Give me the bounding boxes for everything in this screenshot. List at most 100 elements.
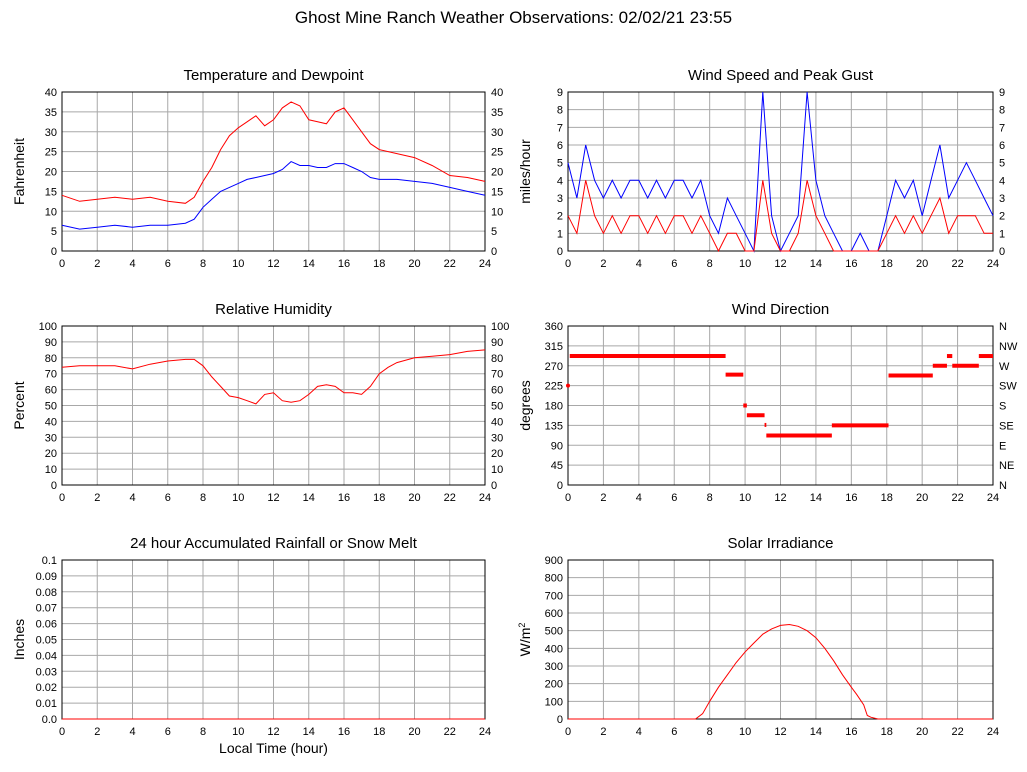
x-tick-label: 20 [916, 492, 928, 504]
y-axis-label: Inches [11, 619, 27, 660]
x-tick-label: 4 [129, 726, 135, 738]
y-tick-label-right: 30 [491, 432, 503, 444]
x-tick-label: 20 [408, 258, 420, 270]
y-tick-label-right: 8 [999, 105, 1005, 117]
series-line-1 [61, 349, 486, 405]
y-tick-label: 0.0 [42, 714, 57, 726]
series-line-1 [61, 101, 486, 204]
y-tick-label: 0.08 [36, 587, 57, 599]
x-tick-label: 22 [951, 492, 963, 504]
y-tick-label-right: 0 [491, 480, 497, 492]
y-tick-label-right: 2 [999, 211, 1005, 223]
series-line-2 [61, 161, 486, 230]
x-tick-label: 6 [671, 726, 677, 738]
x-tick-label: 0 [565, 726, 571, 738]
y-tick-label: 3 [557, 193, 563, 205]
x-tick-label: 2 [94, 492, 100, 504]
y-tick-label-right: 100 [491, 321, 509, 333]
x-tick-label: 22 [951, 726, 963, 738]
x-tick-label: 8 [200, 492, 206, 504]
y-axis-label-sup: 2 [517, 623, 527, 628]
compass-label: E [999, 440, 1006, 452]
y-tick-label: 80 [45, 353, 57, 365]
y-tick-label: 45 [551, 460, 563, 472]
x-tick-label: 18 [373, 492, 385, 504]
y-tick-label: 10 [45, 206, 57, 218]
chart-panel-6: 0 2 4 6 8 10 12 14 16 18 20 22 240100200300400500600… [517, 535, 999, 738]
x-tick-label: 18 [373, 726, 385, 738]
chart-panel-5: 0 2 4 6 8 10 12 14 16 18 20 22 240.00.010.020.030.04… [11, 535, 491, 756]
x-tick-label: 24 [987, 258, 999, 270]
y-tick-label-right: 0 [999, 246, 1005, 258]
y-tick-label: 90 [45, 337, 57, 349]
x-tick-label: 6 [165, 492, 171, 504]
compass-label: SW [999, 381, 1017, 393]
y-tick-label: 900 [545, 555, 563, 567]
y-tick-label: 1 [557, 228, 563, 240]
x-tick-label: 8 [200, 258, 206, 270]
x-tick-label: 0 [59, 492, 65, 504]
x-tick-label: 2 [600, 492, 606, 504]
y-tick-label: 70 [45, 369, 57, 381]
y-tick-label: 700 [545, 590, 563, 602]
chart-title: Relative Humidity [215, 301, 332, 318]
y-tick-label-right: 5 [491, 226, 497, 238]
y-tick-label: 135 [545, 420, 563, 432]
x-tick-label: 8 [707, 726, 713, 738]
y-tick-label: 600 [545, 608, 563, 620]
chart-panel-2: 0 2 4 6 8 10 12 14 16 18 20 22 240 01 12 23 34 45 56 67 78 89… [517, 67, 1005, 270]
compass-label: S [999, 401, 1006, 413]
y-tick-label: 30 [45, 127, 57, 139]
x-tick-label: 2 [600, 726, 606, 738]
y-tick-label-right: 40 [491, 87, 503, 99]
y-tick-label: 0.06 [36, 619, 57, 631]
y-tick-label: 4 [557, 175, 563, 187]
x-tick-label: 20 [916, 258, 928, 270]
x-tick-label: 24 [987, 726, 999, 738]
x-tick-label: 0 [565, 258, 571, 270]
y-tick-label: 0 [557, 246, 563, 258]
x-tick-label: 16 [338, 258, 350, 270]
compass-label: SE [999, 420, 1014, 432]
x-tick-label: 8 [200, 726, 206, 738]
chart-title: Solar Irradiance [728, 535, 834, 552]
y-tick-label-right: 20 [491, 167, 503, 179]
x-tick-label: 10 [739, 726, 751, 738]
x-tick-label: 22 [444, 492, 456, 504]
y-tick-label: 20 [45, 167, 57, 179]
plot-frame [61, 91, 486, 252]
x-tick-label: 24 [479, 492, 491, 504]
y-tick-label: 270 [545, 361, 563, 373]
x-tick-label: 12 [774, 492, 786, 504]
x-tick-label: 10 [232, 726, 244, 738]
y-tick-label-right: 0 [491, 246, 497, 258]
x-tick-label: 10 [232, 258, 244, 270]
y-tick-label: 40 [45, 416, 57, 428]
x-tick-label: 12 [267, 258, 279, 270]
y-tick-label-right: 20 [491, 448, 503, 460]
chart-title: Temperature and Dewpoint [183, 67, 364, 84]
page-title: Ghost Mine Ranch Weather Observations: 0… [294, 8, 733, 27]
x-tick-label: 12 [774, 726, 786, 738]
y-axis-label: W/m2 [517, 623, 533, 657]
y-tick-label: 20 [45, 448, 57, 460]
y-tick-label: 50 [45, 401, 57, 413]
y-tick-label-right: 9 [999, 87, 1005, 99]
y-tick-label: 360 [545, 321, 563, 333]
x-tick-label: 6 [671, 258, 677, 270]
y-tick-label: 0.1 [42, 555, 57, 567]
x-tick-label: 24 [987, 492, 999, 504]
y-tick-label: 5 [557, 158, 563, 170]
x-tick-label: 6 [165, 726, 171, 738]
compass-label: NE [999, 460, 1014, 472]
x-tick-label: 10 [232, 492, 244, 504]
x-tick-label: 10 [739, 258, 751, 270]
x-tick-label: 18 [881, 726, 893, 738]
x-tick-label: 16 [845, 492, 857, 504]
y-tick-label: 7 [557, 122, 563, 134]
x-tick-label: 16 [845, 726, 857, 738]
chart-title: Wind Direction [732, 301, 830, 318]
compass-label: NW [999, 341, 1018, 353]
